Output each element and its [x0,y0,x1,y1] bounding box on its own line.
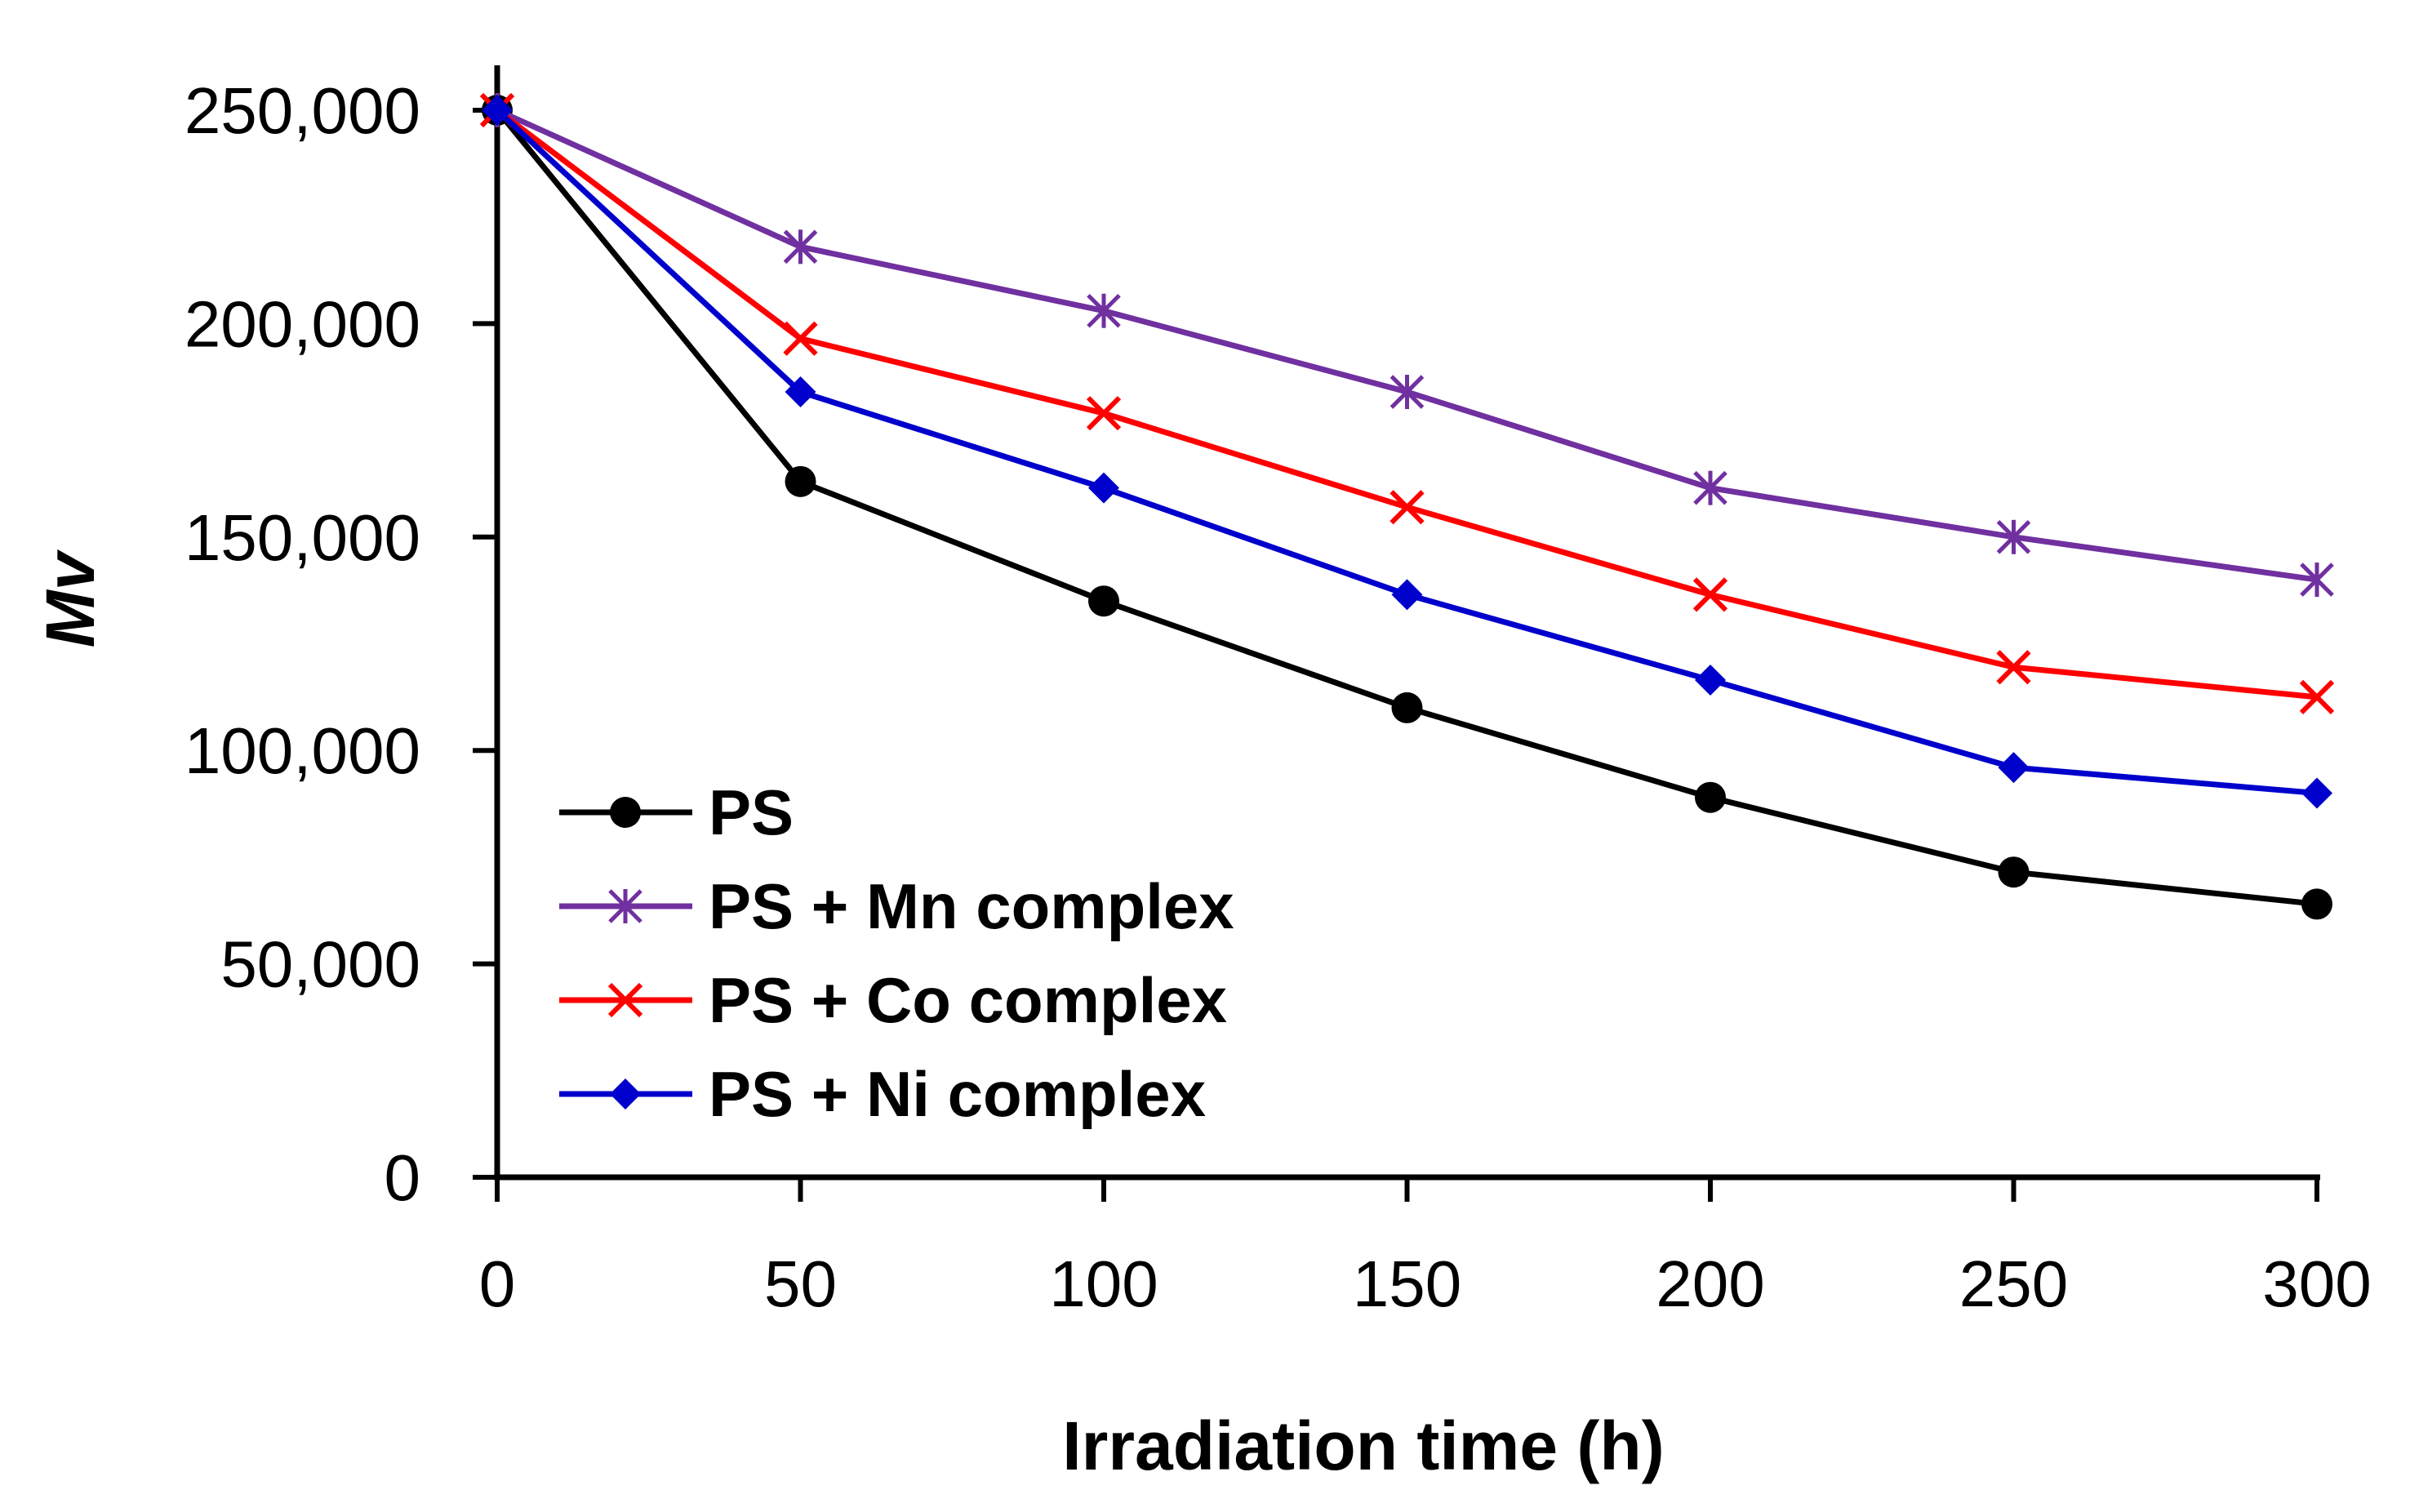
data-point [2299,679,2335,714]
x-tick-label: 0 [479,1247,516,1320]
x-tick-label: 50 [764,1247,837,1320]
data-point [1998,752,2030,784]
series-2 [479,92,2335,714]
legend-marker [608,889,643,923]
y-tick-label: 250,000 [185,74,420,147]
legend-item: PS + Co complex [559,964,1227,1036]
data-point [1996,519,2031,554]
y-tick-label: 100,000 [185,714,420,787]
data-point [2301,777,2332,809]
legend-label: PS + Ni complex [709,1058,1206,1130]
legend-label: PS + Mn complex [709,870,1234,942]
data-point [1998,856,2030,888]
legend-marker [610,1078,641,1110]
data-point [1088,585,1119,617]
data-point [1390,375,1425,410]
legend-label: PS + Co complex [709,964,1227,1036]
series-1 [480,93,2334,598]
x-tick-label: 300 [2262,1247,2371,1320]
data-point [1390,490,1425,525]
legend-label: PS [709,776,794,848]
x-tick-label: 250 [1959,1247,2068,1320]
legend-item: PS + Ni complex [559,1058,1206,1130]
data-point [1088,472,1119,504]
y-tick-label: 50,000 [220,928,420,1001]
data-point [1695,781,1726,813]
x-tick-label: 200 [1656,1247,1764,1320]
data-point [2300,563,2334,598]
data-point [1693,470,1727,505]
data-point [2301,888,2332,920]
y-tick-label: 0 [385,1141,421,1214]
legend-item: PS + Mn complex [559,870,1234,942]
y-axis-ticks: 0 50,000 100,000 150,000 200,000 250,000 [185,74,497,1214]
x-tick-label: 100 [1049,1247,1158,1320]
legend-marker [607,982,643,1018]
data-point [1391,579,1423,611]
y-tick-label: 200,000 [185,287,420,360]
data-point [783,229,818,265]
data-point [785,376,816,408]
legend-item: PS [559,776,794,848]
data-point [1692,577,1728,612]
data-point [1087,293,1121,328]
y-tick-label: 150,000 [185,501,420,574]
data-point [785,465,816,497]
data-point [1695,664,1726,696]
legend-marker [610,797,641,828]
plot-area [479,92,2335,920]
y-axis-title: Mv [32,549,109,647]
x-axis-title: Irradiation time (h) [1062,1407,1664,1484]
legend: PS PS + Mn complex PS + Co complex PS + Ni … [559,776,1234,1130]
x-tick-label: 150 [1353,1247,1461,1320]
series-line [495,108,2318,796]
series-3 [482,95,2332,809]
data-point [1086,396,1122,431]
data-point [482,95,513,126]
x-axis-ticks: 0 50 100 150 200 250 300 [479,1177,2372,1320]
data-point [1391,692,1423,723]
data-point [783,321,818,356]
data-point [1996,650,2031,685]
